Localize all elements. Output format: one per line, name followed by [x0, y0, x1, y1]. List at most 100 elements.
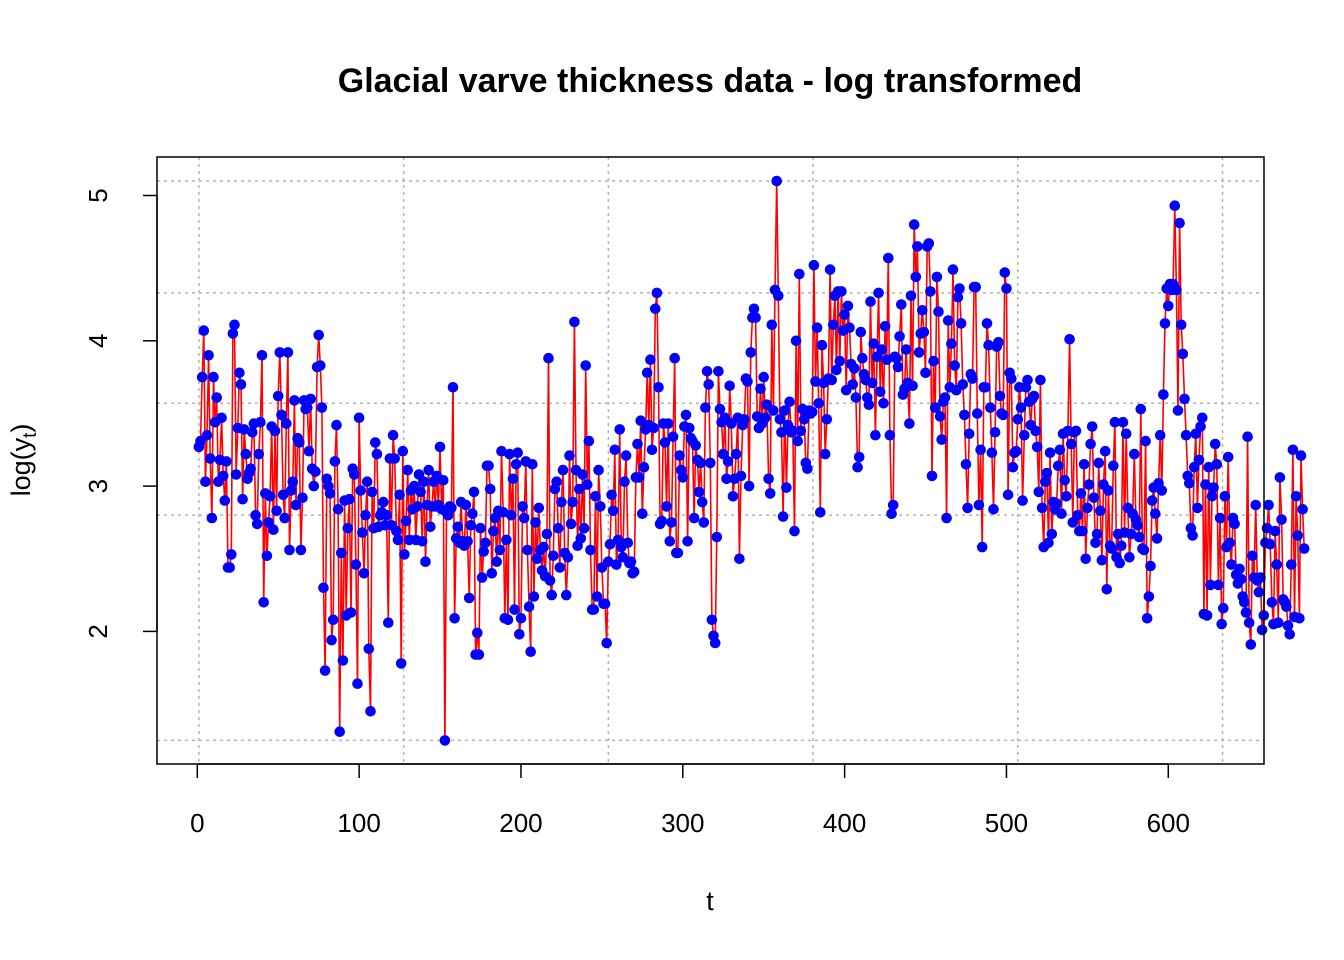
data-point — [684, 422, 695, 434]
data-point — [656, 515, 668, 527]
data-point — [601, 637, 612, 649]
data-point — [826, 374, 837, 386]
series-segment — [516, 452, 521, 635]
data-point — [522, 544, 533, 556]
data-point — [957, 379, 969, 390]
data-point — [562, 552, 574, 563]
data-point — [819, 448, 831, 460]
series-segment — [716, 371, 720, 538]
data-point — [855, 326, 867, 338]
series-segment — [359, 490, 364, 533]
data-point — [900, 344, 912, 355]
data-point — [383, 617, 394, 628]
data-point — [506, 509, 517, 521]
data-point — [237, 493, 248, 505]
data-point — [981, 318, 993, 329]
data-point — [473, 649, 485, 660]
data-point — [912, 241, 923, 252]
series-segment — [1021, 435, 1026, 501]
data-point — [1177, 348, 1189, 360]
data-point — [939, 392, 951, 403]
data-point — [575, 533, 587, 544]
data-point — [1088, 492, 1100, 504]
data-point — [828, 319, 839, 331]
data-point — [928, 355, 939, 367]
data-point — [467, 508, 478, 519]
data-point — [713, 366, 724, 377]
data-point — [745, 347, 757, 358]
series-segment — [241, 429, 245, 500]
series-segment — [905, 349, 909, 383]
data-point — [1218, 602, 1229, 614]
data-point — [1061, 491, 1072, 502]
data-point — [1245, 639, 1257, 650]
data-point — [349, 469, 360, 480]
data-point — [557, 464, 569, 476]
data-point — [271, 505, 282, 517]
data-point — [245, 463, 256, 475]
data-point — [1216, 618, 1227, 630]
data-point — [238, 424, 250, 435]
data-point — [648, 422, 659, 434]
data-point — [651, 287, 663, 299]
data-point — [936, 434, 947, 445]
series-segment — [1300, 455, 1304, 510]
data-point — [973, 499, 985, 511]
data-point — [758, 371, 769, 383]
data-point — [633, 472, 645, 483]
data-point — [578, 522, 590, 534]
data-point — [1200, 479, 1211, 490]
data-point — [219, 495, 231, 506]
series-segment — [803, 419, 807, 463]
data-point — [808, 259, 820, 271]
data-point — [502, 614, 514, 626]
data-point — [1015, 402, 1027, 413]
series-segment — [319, 365, 323, 408]
data-point — [1117, 416, 1129, 428]
y-axis-label-close: ) — [6, 424, 36, 433]
data-point — [1214, 512, 1226, 524]
data-point — [1250, 499, 1261, 511]
data-point — [420, 556, 431, 567]
series-segment — [1222, 496, 1226, 609]
data-point — [595, 501, 606, 512]
data-point — [706, 614, 718, 626]
data-point — [967, 373, 978, 384]
data-point — [646, 444, 658, 456]
series-segment — [363, 515, 367, 574]
data-point — [1012, 414, 1024, 425]
data-point — [857, 352, 868, 364]
data-point — [1294, 613, 1305, 624]
data-point — [988, 504, 999, 515]
data-point — [870, 429, 881, 441]
data-point — [318, 582, 329, 594]
x-tick-label: 100 — [337, 808, 380, 838]
data-point — [1002, 489, 1014, 501]
series-segment — [1293, 496, 1297, 617]
data-point — [381, 509, 392, 521]
data-point — [844, 322, 855, 334]
series-segment — [562, 470, 566, 553]
data-point — [650, 303, 661, 315]
data-point — [491, 556, 503, 567]
data-point — [208, 371, 219, 383]
data-point — [272, 390, 284, 402]
data-point — [1156, 485, 1168, 496]
data-point — [510, 459, 522, 470]
data-point — [400, 515, 412, 527]
data-point — [1010, 445, 1022, 457]
data-point — [331, 419, 342, 431]
data-point — [588, 604, 600, 615]
data-point — [682, 536, 693, 547]
data-point — [357, 527, 368, 538]
data-point — [709, 637, 721, 649]
data-point — [669, 352, 680, 364]
data-point — [281, 418, 292, 429]
x-tick-label: 600 — [1147, 808, 1190, 838]
data-point — [721, 473, 732, 485]
data-point — [1054, 444, 1066, 456]
data-point — [585, 544, 596, 556]
data-point — [538, 541, 549, 553]
data-point — [196, 371, 208, 383]
y-tick-label: 3 — [83, 479, 113, 493]
